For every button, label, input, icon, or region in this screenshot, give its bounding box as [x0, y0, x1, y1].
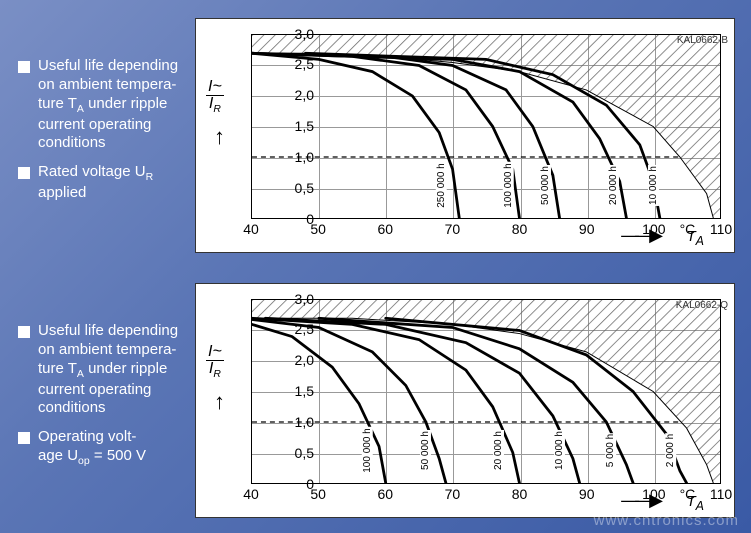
y-tick-label: 2,0	[244, 87, 314, 103]
legend-item: Useful life depending on ambient tempera…	[18, 57, 183, 153]
y-axis-label: I~IR	[206, 344, 224, 381]
legend-1: Useful life depending on ambient tempera…	[0, 47, 195, 223]
chart-2: KAL0662-Q 100 000 h 50 000 h 20 000 h 10 000…	[195, 283, 735, 518]
x-arrow-icon: ——▶	[621, 490, 659, 511]
x-tick-label: 110	[710, 486, 732, 502]
curve-label: 100 000 h	[503, 162, 514, 209]
y-tick-label: 3,0	[244, 26, 314, 42]
x-axis-label: TA	[686, 493, 704, 513]
y-tick-label: 1,0	[244, 149, 314, 165]
plot-area: 250 000 h 100 000 h 50 000 h 20 000 h 10 000…	[251, 34, 721, 219]
curve-label: 50 000 h	[420, 430, 431, 471]
chart-id-label: KAL0662-B	[677, 35, 728, 46]
curve-label: 20 000 h	[493, 430, 504, 471]
y-tick-label: 1,5	[244, 383, 314, 399]
y-tick-label: 0,5	[244, 445, 314, 461]
legend-2: Useful life depending on ambient tempera…	[0, 312, 195, 488]
watermark: www.cntronics.com	[594, 512, 739, 529]
curve-label: 100 000 h	[362, 427, 373, 474]
curve-label: 20 000 h	[608, 165, 619, 206]
x-tick-label: 80	[512, 486, 528, 502]
x-tick-label: 60	[377, 486, 393, 502]
bullet-icon	[18, 326, 30, 338]
y-arrow-icon: ↑	[214, 124, 225, 150]
x-arrow-icon: ——▶	[621, 225, 659, 246]
chart-panel-1: Useful life depending on ambient tempera…	[0, 10, 751, 260]
legend-item: Rated voltage UR applied	[18, 163, 183, 203]
x-tick-label: 80	[512, 221, 528, 237]
x-tick-label: 40	[243, 221, 259, 237]
y-tick-label: 2,5	[244, 321, 314, 337]
curve-label: 50 000 h	[540, 165, 551, 206]
x-tick-label: 60	[377, 221, 393, 237]
x-tick-label: 110	[710, 221, 732, 237]
x-tick-label: 90	[579, 221, 595, 237]
bullet-icon	[18, 432, 30, 444]
curve-label: 250 000 h	[436, 162, 447, 209]
y-tick-label: 3,0	[244, 291, 314, 307]
bullet-icon	[18, 167, 30, 179]
chart-id-label: KAL0662-Q	[676, 300, 728, 311]
y-arrow-icon: ↑	[214, 389, 225, 415]
plot-area: 100 000 h 50 000 h 20 000 h 10 000 h 5 000 h…	[251, 299, 721, 484]
y-tick-label: 2,0	[244, 352, 314, 368]
curve-label: 5 000 h	[605, 432, 616, 467]
y-tick-label: 2,5	[244, 56, 314, 72]
legend-text: Rated voltage UR applied	[38, 163, 183, 203]
y-tick-label: 0,5	[244, 180, 314, 196]
bullet-icon	[18, 61, 30, 73]
curve-label: 2 000 h	[665, 432, 676, 467]
curve-label: 10 000 h	[554, 430, 565, 471]
x-tick-label: 90	[579, 486, 595, 502]
legend-item: Useful life depending on ambient tempera…	[18, 322, 183, 418]
x-axis-label: TA	[686, 228, 704, 248]
chart-panel-2: Useful life depending on ambient tempera…	[0, 275, 751, 525]
curve-label: 10 000 h	[648, 165, 659, 206]
y-tick-label: 1,0	[244, 414, 314, 430]
x-tick-label: 50	[310, 486, 326, 502]
legend-item: Operating volt-age Uop = 500 V	[18, 428, 183, 468]
x-tick-label: 70	[445, 221, 461, 237]
y-tick-label: 1,5	[244, 118, 314, 134]
y-axis-label: I~IR	[206, 79, 224, 116]
x-tick-label: 40	[243, 486, 259, 502]
legend-text: Operating volt-age Uop = 500 V	[38, 428, 183, 468]
legend-text: Useful life depending on ambient tempera…	[38, 57, 183, 153]
x-tick-label: 50	[310, 221, 326, 237]
chart-svg	[252, 300, 720, 483]
x-tick-label: 70	[445, 486, 461, 502]
chart-1: KAL0662-B 250 000 h 100 000 h 50 000 h 20 00…	[195, 18, 735, 253]
legend-text: Useful life depending on ambient tempera…	[38, 322, 183, 418]
